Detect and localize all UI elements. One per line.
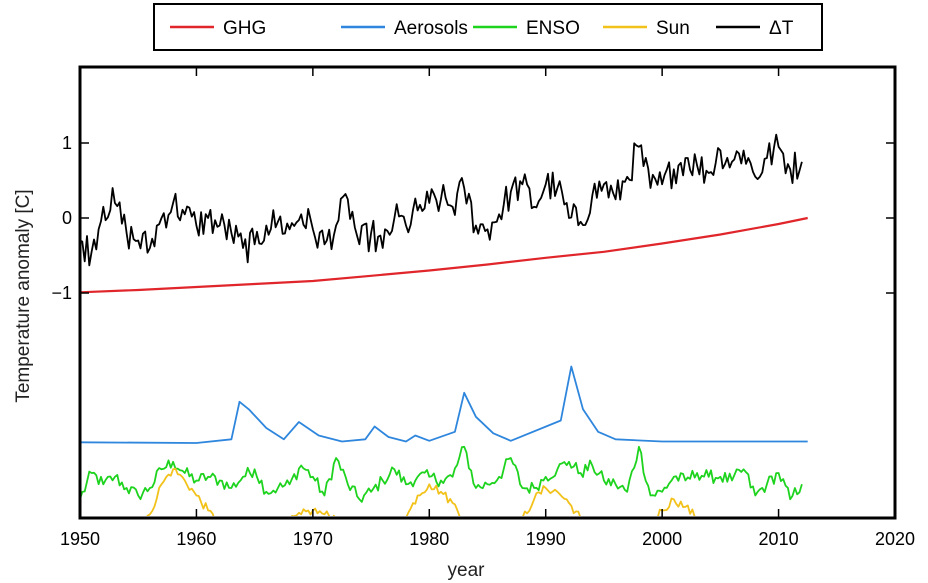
legend-label-ghg: GHG [223,18,266,39]
y-tick-label: −1 [51,283,72,303]
x-tick-label: 1970 [293,529,333,549]
legend-label-sun: Sun [656,18,690,39]
x-tick-label: 2000 [642,529,682,549]
x-tick-label: 1950 [60,529,100,549]
x-tick-label: 2010 [759,529,799,549]
y-tick-label: 0 [62,208,72,228]
series-line-delta-t [80,133,803,267]
series-layer [80,133,808,516]
ticks: 1950 1960 1970 1980 1990 2000 2010 2020 −1 0 1 [51,67,915,549]
x-tick-label: 2020 [875,529,915,549]
series-line-ghg [80,216,808,294]
series-line-aerosols [80,365,808,444]
x-tick-label: 1960 [176,529,216,549]
x-tick-label: 1980 [409,529,449,549]
x-axis-label: year [448,560,486,581]
y-tick-label: 1 [62,133,72,153]
y-axis-label: Temperature anomaly [C] [13,189,34,402]
legend-label-enso: ENSO [526,18,580,39]
legend-label-aerosols: Aerosols [394,18,468,39]
x-tick-label: 1990 [526,529,566,549]
legend: GHG Aerosols ENSO Sun ΔT [153,3,823,51]
series-line-sun [146,467,696,516]
series-line-enso [80,445,803,503]
legend-label-delta-t: ΔT [769,18,794,39]
